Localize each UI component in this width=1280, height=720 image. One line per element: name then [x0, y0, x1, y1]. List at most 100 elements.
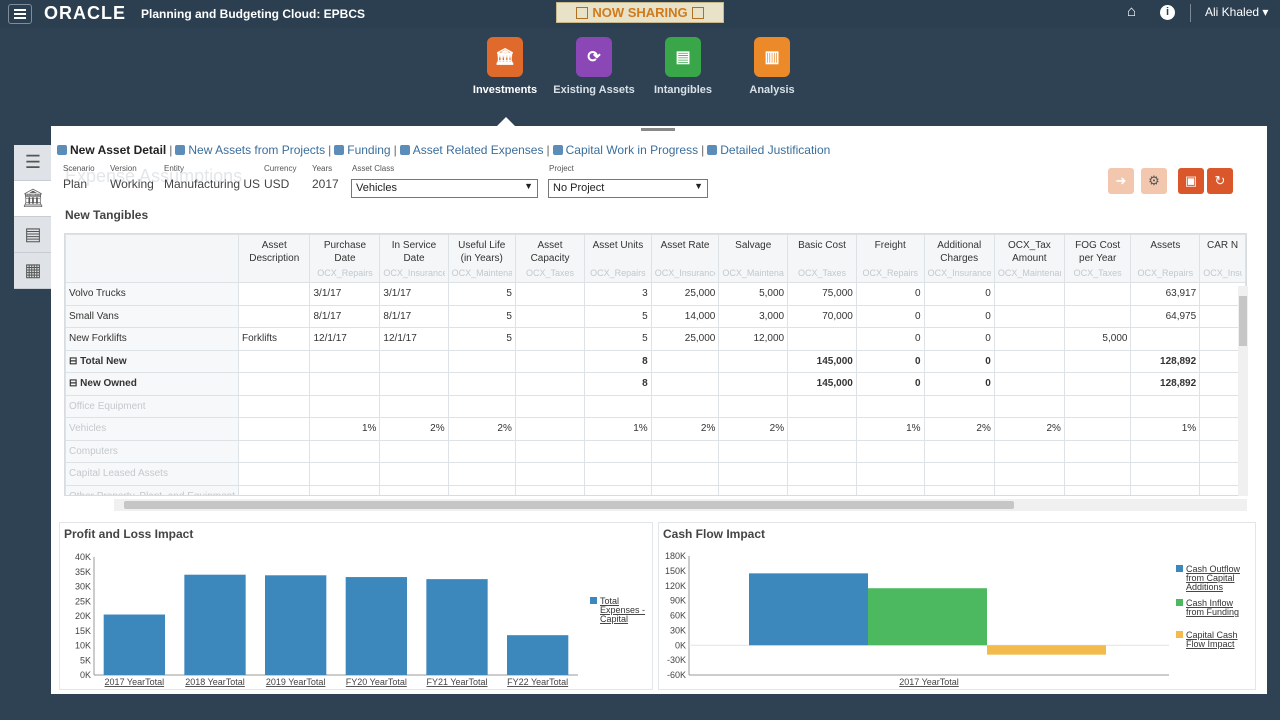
grid-cell[interactable]: 145,000 — [787, 372, 857, 396]
document-icon[interactable]: ▤ — [14, 217, 52, 253]
grid-cell[interactable] — [238, 417, 311, 441]
grid-cell[interactable]: 5 — [447, 282, 516, 306]
bar[interactable] — [345, 577, 407, 675]
bar[interactable] — [507, 635, 569, 675]
grid-cell[interactable]: 0 — [923, 372, 995, 396]
tab-capital-work-in-progress[interactable]: Capital Work in Progress — [552, 143, 698, 157]
grid-cell[interactable] — [718, 349, 789, 373]
grid-cell[interactable] — [514, 462, 586, 486]
stop-sharing-icon[interactable] — [691, 7, 704, 19]
grid-cell[interactable] — [1063, 417, 1132, 441]
grid-cell[interactable]: 2% — [993, 417, 1065, 441]
grid-cell[interactable] — [309, 349, 381, 373]
help-icon[interactable]: i — [1160, 5, 1175, 20]
grid-cell[interactable] — [379, 462, 449, 486]
tab-asset-related-expenses[interactable]: Asset Related Expenses — [399, 143, 543, 157]
grid-cell[interactable] — [1063, 439, 1132, 463]
grid-cell[interactable]: 5 — [447, 327, 516, 351]
grid-cell[interactable] — [379, 439, 449, 463]
menu-icon[interactable] — [8, 4, 32, 24]
grid-cell[interactable]: 2% — [923, 417, 995, 441]
bar-cash-outflow[interactable] — [749, 573, 868, 646]
grid-cell[interactable] — [1063, 484, 1132, 495]
column-header[interactable]: Purchase Date OCX_Repairs — [309, 234, 381, 283]
grid-cell[interactable] — [584, 439, 652, 463]
grid-cell[interactable]: 2% — [650, 417, 720, 441]
legend-item-label[interactable]: Capital — [600, 614, 628, 624]
grid-cell[interactable]: 0 — [855, 349, 925, 373]
grid-cell[interactable] — [584, 394, 652, 418]
grid-cell[interactable]: 64,975 — [1130, 304, 1201, 328]
grid-cell[interactable] — [923, 439, 995, 463]
legend-item-label[interactable]: Expenses - — [600, 605, 645, 615]
grid-cell[interactable]: 0 — [923, 349, 995, 373]
actions-icon[interactable]: ➜ — [1108, 168, 1134, 194]
grid-cell[interactable] — [379, 394, 449, 418]
tab-new-assets-from-projects[interactable]: New Assets from Projects — [175, 143, 325, 157]
grid-cell[interactable]: 0 — [923, 282, 995, 306]
grid-cell[interactable] — [1199, 462, 1246, 486]
column-header[interactable]: Asset Units OCX_Repairs — [584, 234, 652, 283]
grid-cell[interactable] — [1130, 327, 1201, 351]
grid-cell[interactable] — [1199, 439, 1246, 463]
grid-cell[interactable] — [447, 394, 516, 418]
x-tick-label[interactable]: 2017 YearTotal — [105, 677, 165, 687]
legend-item-label[interactable]: Capital Cash — [1186, 630, 1238, 640]
home-icon[interactable]: ⌂ — [1127, 3, 1137, 20]
grid-cell[interactable] — [650, 484, 720, 495]
grid-cell[interactable]: 3,000 — [718, 304, 789, 328]
grid-cell[interactable]: 8/1/17 — [379, 304, 449, 328]
grid-cell[interactable] — [993, 484, 1065, 495]
now-sharing-banner[interactable]: NOW SHARING — [556, 2, 724, 23]
grid-cell[interactable] — [1063, 349, 1132, 373]
grid-cell[interactable] — [238, 304, 311, 328]
column-header[interactable]: Useful Life (in Years) OCX_Maintenanc — [447, 234, 516, 283]
grid-cell[interactable] — [993, 462, 1065, 486]
grid-cell[interactable]: 12/1/17 — [379, 327, 449, 351]
grid-cell[interactable] — [718, 462, 789, 486]
grid-cell[interactable] — [718, 484, 789, 495]
grid-cell[interactable]: 3 — [584, 282, 652, 306]
grid-cell[interactable]: 1% — [1130, 417, 1201, 441]
x-tick-label[interactable]: 2018 YearTotal — [185, 677, 245, 687]
grid-cell[interactable]: 63,917 — [1130, 282, 1201, 306]
grid-cell[interactable] — [447, 462, 516, 486]
grid-cell[interactable]: 12/1/17 — [309, 327, 381, 351]
grid-cell[interactable]: 2% — [379, 417, 449, 441]
grid-cell[interactable]: 0 — [923, 327, 995, 351]
grid-cell[interactable] — [238, 349, 311, 373]
tab-new-asset-detail[interactable]: New Asset Detail — [57, 143, 166, 157]
column-header[interactable]: Asset Capacity OCX_Taxes — [514, 234, 586, 283]
grid-cell[interactable] — [650, 462, 720, 486]
legend-item-label[interactable]: Cash Inflow — [1186, 598, 1234, 608]
x-tick-label[interactable]: 2019 YearTotal — [266, 677, 326, 687]
grid-cell[interactable]: 128,892 — [1130, 349, 1201, 373]
column-header[interactable]: Asset Rate OCX_Insurance — [650, 234, 720, 283]
grid-cell[interactable] — [787, 462, 857, 486]
grid-cell[interactable] — [787, 417, 857, 441]
nav-tile-analysis[interactable]: ▥ Analysis — [727, 37, 817, 96]
column-header[interactable]: FOG Cost per Year OCX_Taxes — [1063, 234, 1132, 283]
grid-cell[interactable]: 0 — [855, 327, 925, 351]
grid-cell[interactable] — [238, 372, 311, 396]
grid-cell[interactable] — [650, 349, 720, 373]
legend-item-label[interactable]: Flow Impact — [1186, 639, 1235, 649]
grid-vertical-scrollbar[interactable] — [1238, 286, 1248, 496]
grid-cell[interactable]: 8 — [584, 349, 652, 373]
grid-cell[interactable] — [993, 282, 1065, 306]
grid-cell[interactable] — [514, 394, 586, 418]
grid-cell[interactable] — [584, 462, 652, 486]
tab-detailed-justification[interactable]: Detailed Justification — [707, 143, 830, 157]
column-header[interactable]: CAR N OCX_Insu — [1199, 234, 1246, 283]
grid-cell[interactable]: 8 — [584, 372, 652, 396]
legend-item-label[interactable]: from Capital — [1186, 573, 1235, 583]
x-tick-label[interactable]: 2017 YearTotal — [899, 677, 959, 687]
grid-cell[interactable]: 1% — [855, 417, 925, 441]
grid-cell[interactable] — [993, 304, 1065, 328]
grid-cell[interactable]: 3/1/17 — [379, 282, 449, 306]
grid-cell[interactable] — [787, 327, 857, 351]
column-header[interactable]: Salvage OCX_Maintenanc — [718, 234, 789, 283]
x-tick-label[interactable]: FY22 YearTotal — [507, 677, 568, 687]
grid-cell[interactable] — [447, 349, 516, 373]
grid-cell[interactable] — [309, 462, 381, 486]
